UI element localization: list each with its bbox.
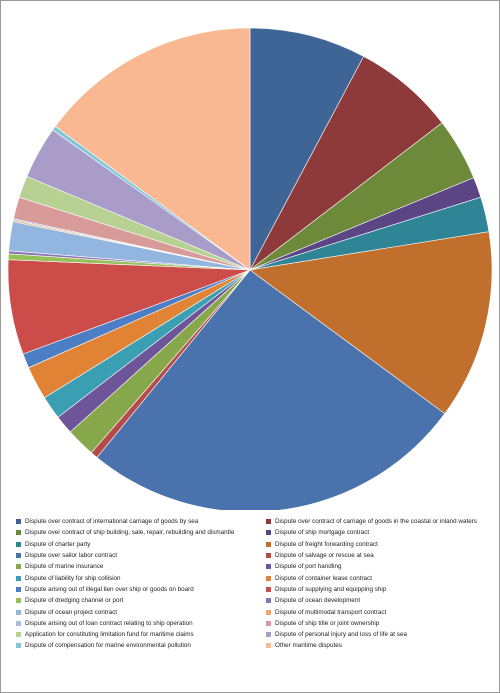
legend-item-12: Dispute arising out of illegal lien over… <box>16 584 266 595</box>
legend-swatch <box>16 632 21 638</box>
legend-label: Dispute of ship title or joint ownership <box>275 619 380 627</box>
legend-item-23: Other maritime disputes <box>266 640 498 651</box>
legend-swatch <box>16 564 21 570</box>
legend-label: Dispute of supplying and equipping ship <box>275 585 387 593</box>
legend-label: Dispute of charter party <box>25 540 91 548</box>
legend-swatch <box>16 575 21 581</box>
legend-label: Dispute of multimodal transport contract <box>275 608 387 616</box>
pie-slice-23 <box>54 27 251 271</box>
legend-swatch <box>266 643 271 649</box>
legend-swatch <box>16 541 21 547</box>
pie-chart <box>7 27 493 510</box>
legend-swatch <box>16 620 21 626</box>
legend-item-22: Dispute of compensation for marine envir… <box>16 640 266 651</box>
legend-label: Dispute over contract of ship building, … <box>25 529 235 537</box>
legend-label: Dispute of container lease contract <box>275 574 372 582</box>
legend-item-1: Dispute over contract of carriage of goo… <box>266 516 498 527</box>
legend-label: Dispute over contract of international c… <box>25 518 199 526</box>
legend-swatch <box>266 586 271 592</box>
pie-slice-5 <box>249 231 493 415</box>
legend-item-15: Dispute of ocean development <box>266 595 498 606</box>
legend-label: Dispute arising out of illegal lien over… <box>25 585 194 593</box>
legend-label: Dispute of personal injury and loss of l… <box>275 631 407 639</box>
legend-label: Dispute over sailor labor contract <box>25 552 118 560</box>
legend-swatch <box>266 632 271 638</box>
legend-label: Application for constituting limitation … <box>25 631 194 639</box>
legend-swatch <box>266 541 271 547</box>
legend-item-20: Application for constituting limitation … <box>16 629 266 640</box>
legend-item-18: Dispute arising out of loan contract rel… <box>16 618 266 629</box>
legend-label: Dispute arising out of loan contract rel… <box>25 619 193 627</box>
legend-label: Dispute over contract of carriage of goo… <box>275 518 477 526</box>
legend-item-4: Dispute of charter party <box>16 539 266 550</box>
legend-item-7: Dispute of salvage or rescue at sea <box>266 550 498 561</box>
legend-item-16: Dispute of ocean project contract <box>16 606 266 617</box>
legend-label: Dispute of freight forwarding contract <box>275 540 378 548</box>
legend-label: Dispute of marine insurance <box>25 563 104 571</box>
legend-swatch <box>16 519 21 525</box>
legend-item-10: Dispute of liability for ship collision <box>16 572 266 583</box>
legend-swatch <box>266 530 271 536</box>
legend-swatch <box>16 553 21 559</box>
legend-label: Dispute of salvage or rescue at sea <box>275 552 374 560</box>
legend-item-8: Dispute of marine insurance <box>16 561 266 572</box>
legend-item-17: Dispute of multimodal transport contract <box>266 606 498 617</box>
legend-item-5: Dispute of freight forwarding contract <box>266 539 498 550</box>
legend-swatch <box>266 553 271 559</box>
legend-item-14: Dispute of dredging channel or port <box>16 595 266 606</box>
legend-label: Other maritime disputes <box>275 642 342 650</box>
legend-swatch <box>266 598 271 604</box>
legend-label: Dispute of liability for ship collision <box>25 574 121 582</box>
legend-swatch <box>266 620 271 626</box>
legend-label: Dispute of ship mortgage contract <box>275 529 370 537</box>
legend-label: Dispute of ocean project contract <box>25 608 118 616</box>
pie-slice-0 <box>249 27 365 271</box>
legend-swatch <box>266 575 271 581</box>
legend-label: Dispute of port handling <box>275 563 342 571</box>
legend-swatch <box>266 609 271 615</box>
legend-swatch <box>16 530 21 536</box>
legend: Dispute over contract of international c… <box>16 516 498 652</box>
legend-swatch <box>16 586 21 592</box>
legend-item-6: Dispute over sailor labor contract <box>16 550 266 561</box>
legend-item-3: Dispute of ship mortgage contract <box>266 527 498 538</box>
legend-swatch <box>266 519 271 525</box>
legend-item-9: Dispute of port handling <box>266 561 498 572</box>
legend-item-21: Dispute of personal injury and loss of l… <box>266 629 498 640</box>
legend-item-2: Dispute over contract of ship building, … <box>16 527 266 538</box>
legend-item-0: Dispute over contract of international c… <box>16 516 266 527</box>
legend-item-19: Dispute of ship title or joint ownership <box>266 618 498 629</box>
legend-item-13: Dispute of supplying and equipping ship <box>266 584 498 595</box>
legend-swatch <box>16 598 21 604</box>
legend-label: Dispute of dredging channel or port <box>25 597 124 605</box>
legend-label: Dispute of compensation for marine envir… <box>25 642 191 650</box>
legend-label: Dispute of ocean development <box>275 597 361 605</box>
legend-swatch <box>16 609 21 615</box>
legend-item-11: Dispute of container lease contract <box>266 572 498 583</box>
pie-slice-6 <box>96 269 446 510</box>
legend-swatch <box>266 564 271 570</box>
legend-swatch <box>16 643 21 649</box>
